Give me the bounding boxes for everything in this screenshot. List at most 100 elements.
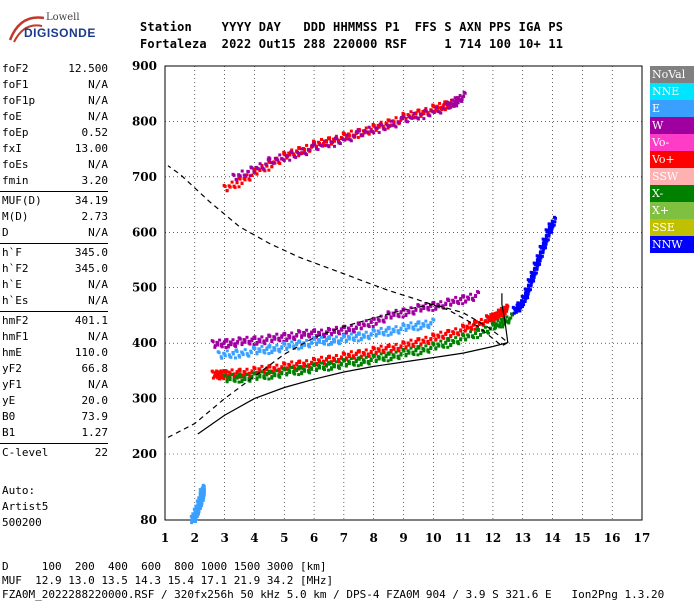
param-row: h`E N/A <box>2 278 108 294</box>
param-value: N/A <box>88 330 108 343</box>
echo-point <box>320 335 324 339</box>
echo-point <box>449 105 453 109</box>
echo-point <box>392 330 396 334</box>
echo-point <box>241 351 245 355</box>
echo-point <box>412 312 416 316</box>
echo-point <box>230 368 234 372</box>
legend-item-x-: X- <box>650 185 694 202</box>
echo-point <box>479 318 483 322</box>
echo-point <box>336 364 340 368</box>
echo-point <box>225 378 229 382</box>
echo-point <box>553 220 557 224</box>
echo-point <box>277 373 281 377</box>
echo-point <box>235 178 239 182</box>
echo-point <box>553 216 557 220</box>
echo-point <box>308 371 312 375</box>
echo-point <box>538 259 542 263</box>
param-name: yF2 <box>2 362 22 375</box>
echo-point <box>476 336 480 340</box>
echo-point <box>539 256 543 260</box>
echo-point <box>278 375 282 379</box>
echo-point <box>459 298 463 302</box>
echo-point <box>194 517 198 521</box>
echo-point <box>225 375 229 379</box>
echo-point <box>429 322 433 326</box>
echo-point <box>419 352 423 356</box>
echo-point <box>449 103 453 107</box>
echo-point <box>404 354 408 358</box>
x-tick-label: 12 <box>485 531 502 545</box>
echo-point <box>327 137 331 141</box>
echo-point <box>542 242 546 246</box>
echo-point <box>483 325 487 329</box>
echo-point <box>243 348 247 352</box>
echo-point <box>315 334 319 338</box>
echo-point <box>461 302 465 306</box>
echo-point <box>414 341 418 345</box>
echo-point <box>372 131 376 135</box>
echo-point <box>382 351 386 355</box>
echo-point <box>354 360 358 364</box>
echo-point <box>334 360 338 364</box>
echo-point <box>457 342 461 346</box>
param-name: yF1 <box>2 378 22 391</box>
y-tick-label: 800 <box>132 114 157 128</box>
x-tick-label: 7 <box>340 531 348 545</box>
echo-point <box>417 346 421 350</box>
echo-point <box>456 101 460 105</box>
echo-point <box>544 246 548 250</box>
echo-point <box>387 311 391 315</box>
echo-point <box>464 338 468 342</box>
echo-point <box>332 365 336 369</box>
echo-point <box>288 369 292 373</box>
echo-point <box>238 369 242 373</box>
echo-point <box>349 332 353 336</box>
echo-point <box>288 343 292 347</box>
digisonde-logo: Lowell DIGISONDE <box>6 8 95 48</box>
echo-point <box>262 374 266 378</box>
echo-point <box>364 355 368 359</box>
echo-point <box>457 302 461 306</box>
y-tick-label: 700 <box>132 170 157 184</box>
param-name: fmin <box>2 174 29 187</box>
echo-point <box>273 374 277 378</box>
param-value: 73.9 <box>81 410 109 423</box>
echo-point <box>349 350 353 354</box>
echo-point <box>198 506 202 510</box>
logo-graphic <box>8 16 45 43</box>
echo-point <box>464 300 468 304</box>
echo-point <box>434 105 438 109</box>
echo-point <box>298 340 302 344</box>
echo-point <box>255 370 259 374</box>
echo-point <box>313 330 317 334</box>
echo-point <box>503 305 507 309</box>
echo-point <box>275 369 279 373</box>
echo-point <box>402 341 406 345</box>
echo-point <box>344 331 348 335</box>
echo-point <box>310 330 314 334</box>
echo-point <box>500 313 504 317</box>
auto-method: Artist5 <box>2 500 49 513</box>
echo-point <box>195 514 199 518</box>
echo-point <box>449 303 453 307</box>
virtual-height-solid-profile <box>197 293 509 435</box>
echo-point <box>482 324 486 328</box>
echo-point <box>202 487 206 491</box>
echo-point <box>255 342 259 346</box>
echo-point <box>315 363 319 367</box>
echo-point <box>262 348 266 352</box>
echo-point <box>295 333 299 337</box>
echo-point <box>457 333 461 337</box>
echo-point <box>500 318 504 322</box>
echo-point <box>255 352 259 356</box>
param-row: hmF2 401.1 <box>2 314 108 330</box>
echo-point <box>462 94 466 98</box>
legend-item-ssw: SSW <box>650 168 694 185</box>
echo-point <box>394 342 398 346</box>
echo-point <box>367 325 371 329</box>
echo-point <box>501 325 505 329</box>
echo-point <box>524 292 528 296</box>
echo-point <box>335 137 339 141</box>
echo-point <box>474 295 478 299</box>
echo-point <box>372 123 376 127</box>
